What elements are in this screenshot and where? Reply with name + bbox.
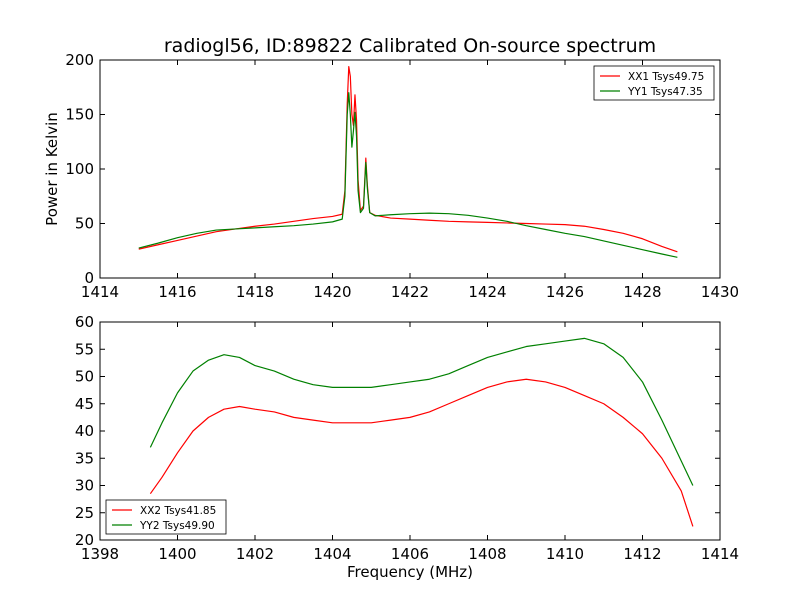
y-tick-label: 60	[75, 313, 94, 331]
x-tick-label: 1400	[158, 545, 196, 563]
y-tick-label: 20	[75, 531, 94, 549]
y-tick-label: 50	[75, 368, 94, 386]
spectrum-panel-top: 1414 1416 1418 1420 1422 1424 1426 1428 1430 0 50 1…	[43, 51, 739, 301]
x-tick-label: 1414	[701, 545, 739, 563]
x-tick-label: 1430	[701, 283, 739, 301]
x-tick-label: 1426	[546, 283, 584, 301]
legend-box	[593, 65, 715, 101]
x-tick-label: 1412	[623, 545, 661, 563]
x-tick-label: 1408	[468, 545, 506, 563]
figure-title: radiogl56, ID:89822 Calibrated On-source…	[164, 35, 656, 57]
x-tick-label: 1414	[81, 283, 119, 301]
x-tick-label: 1416	[158, 283, 196, 301]
x-tick-label: 1406	[391, 545, 429, 563]
y-tick-label: 25	[75, 504, 94, 522]
legend-box	[105, 499, 227, 535]
spectrum-panel-bottom: 1398 1400 1402 1404 1406 1408 1410 1412 1414 20 25…	[75, 313, 739, 581]
legend-label: YY1 Tsys47.35	[627, 86, 703, 98]
y-tick-label: 50	[75, 215, 94, 233]
y-tick-label: 100	[65, 160, 94, 178]
x-axis-label: Frequency (MHz)	[347, 563, 473, 581]
legend-label: XX2 Tsys41.85	[140, 505, 216, 517]
y-tick-label: 30	[75, 477, 94, 495]
series-line-xx2-tsys41-85	[149, 378, 694, 527]
y-tick-label: 45	[75, 395, 94, 413]
x-tick-label: 1420	[313, 283, 351, 301]
x-tick-label: 1422	[391, 283, 429, 301]
x-tick-label: 1418	[236, 283, 274, 301]
legend-label: XX1 Tsys49.75	[628, 71, 704, 83]
y-axis-label: Power in Kelvin	[43, 112, 61, 226]
x-tick-label: 1428	[623, 283, 661, 301]
x-tick-label: 1410	[546, 545, 584, 563]
y-tick-label: 35	[75, 449, 94, 467]
x-tick-label: 1424	[468, 283, 506, 301]
legend: XX1 Tsys49.75 YY1 Tsys47.35	[593, 65, 715, 101]
series-lines	[138, 65, 678, 258]
x-tick-label: 1398	[81, 545, 119, 563]
x-tick-label: 1404	[313, 545, 351, 563]
legend-label: YY2 Tsys49.90	[139, 520, 215, 532]
y-tick-label: 200	[65, 51, 94, 69]
legend: XX2 Tsys41.85 YY2 Tsys49.90	[105, 499, 227, 535]
y-tick-label: 0	[84, 269, 94, 287]
series-line-yy2-tsys49-90	[149, 337, 694, 486]
series-lines	[149, 337, 694, 527]
y-tick-label: 40	[75, 422, 94, 440]
y-tick-label: 55	[75, 340, 94, 358]
x-tick-label: 1402	[236, 545, 274, 563]
y-tick-label: 150	[65, 106, 94, 124]
series-line-yy1-tsys47-35	[138, 92, 678, 258]
